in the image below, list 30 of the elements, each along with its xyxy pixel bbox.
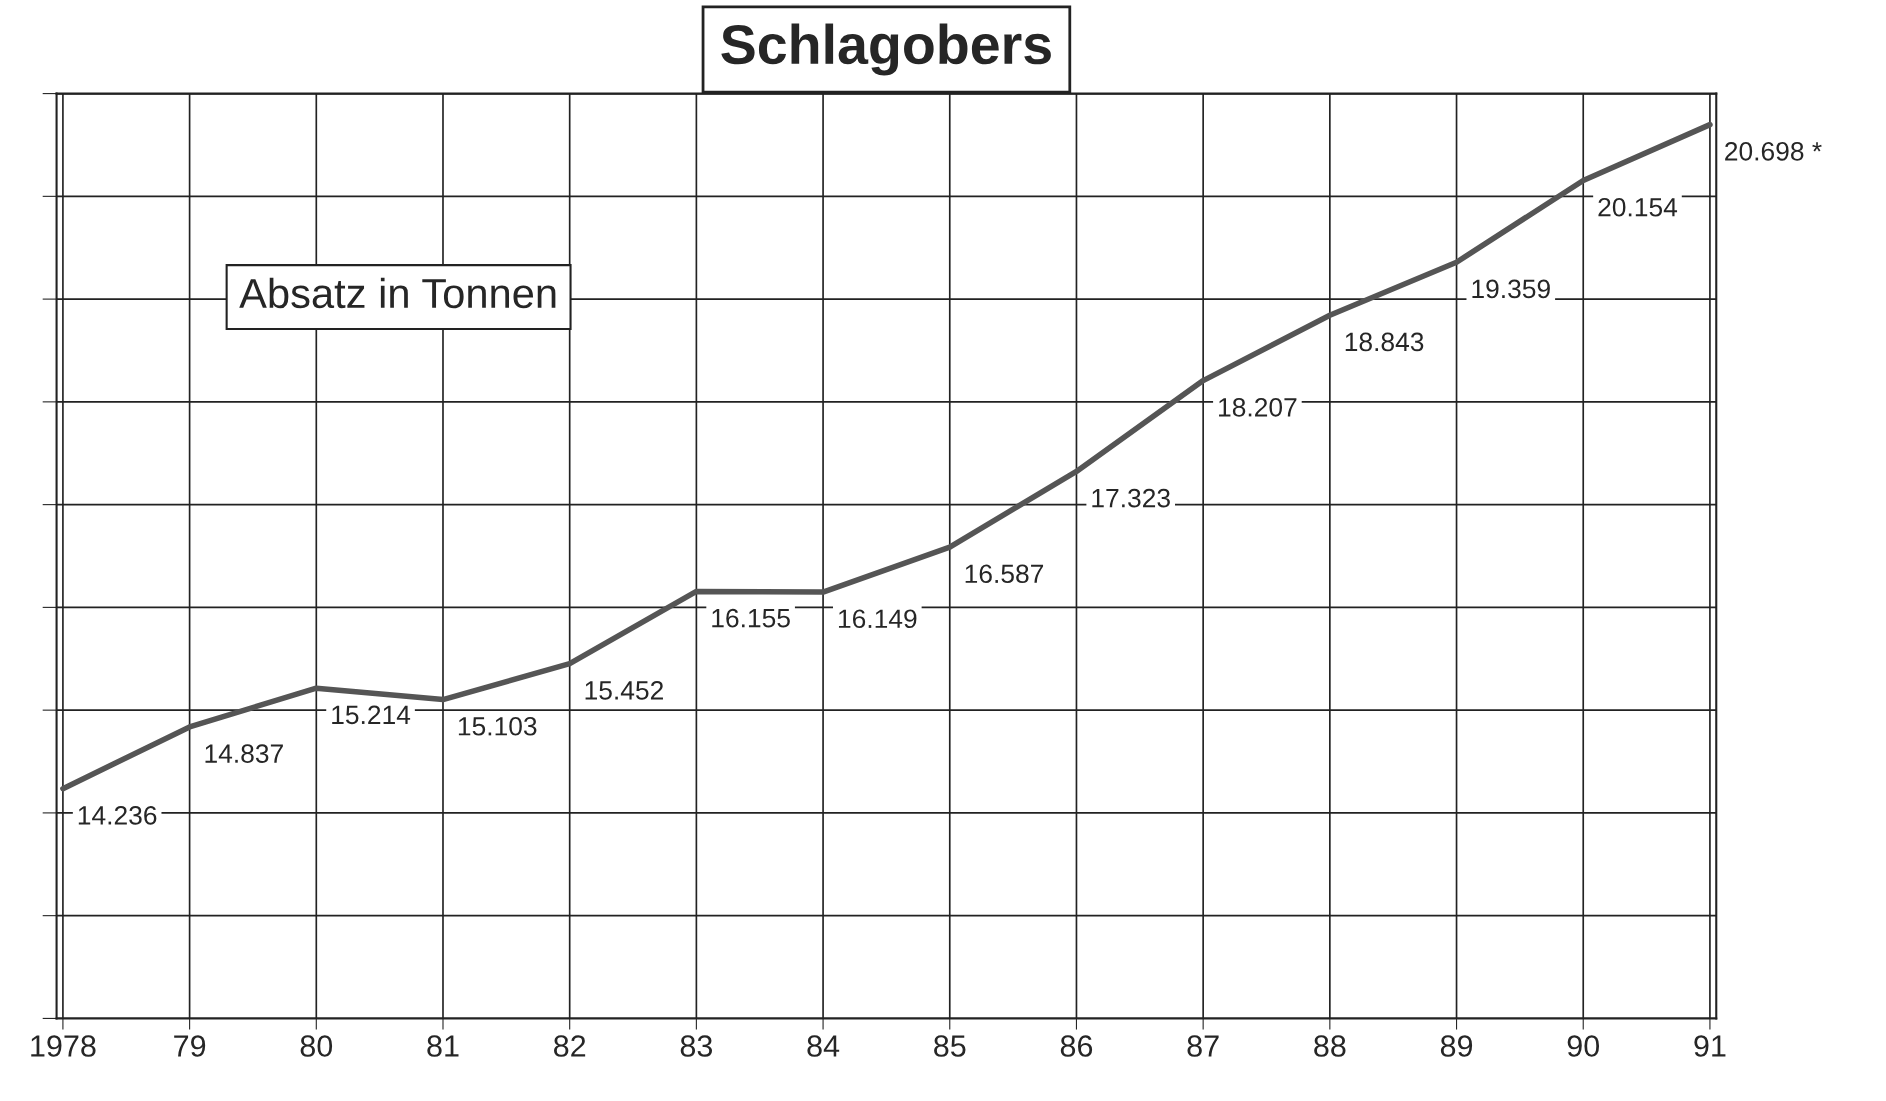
data-label: 16.149 bbox=[838, 609, 917, 629]
data-label: 15.214 bbox=[332, 705, 411, 725]
x-tick-label: 91 bbox=[1694, 1035, 1726, 1057]
data-label: 20.154 bbox=[1598, 197, 1678, 217]
x-tick-label: 86 bbox=[1060, 1035, 1093, 1057]
data-label: 20.698 * bbox=[1725, 141, 1822, 161]
x-tick-label: 79 bbox=[174, 1035, 206, 1057]
x-tick-label: 84 bbox=[807, 1035, 840, 1057]
x-tick-label: 85 bbox=[934, 1035, 966, 1057]
chart-title: Schlagobers bbox=[721, 23, 1051, 76]
data-label: 15.452 bbox=[585, 681, 663, 700]
data-label: 15.103 bbox=[458, 716, 537, 736]
x-tick-label: 80 bbox=[300, 1035, 333, 1057]
x-tick-label: 82 bbox=[554, 1035, 586, 1057]
data-label: 18.207 bbox=[1219, 397, 1297, 417]
x-tick-label: 83 bbox=[680, 1035, 713, 1057]
x-tick-label: 88 bbox=[1314, 1035, 1346, 1057]
data-label: 16.587 bbox=[965, 564, 1044, 584]
annotation: Absatz in Tonnen bbox=[239, 277, 556, 309]
x-tick-label: 81 bbox=[427, 1035, 459, 1057]
x-tick-label: 89 bbox=[1440, 1035, 1473, 1057]
x-tick-label: 90 bbox=[1567, 1035, 1600, 1057]
data-label: 19.359 bbox=[1472, 279, 1550, 299]
data-label: 14.236 bbox=[78, 806, 157, 825]
x-tick-label: 87 bbox=[1187, 1035, 1219, 1057]
data-label: 16.155 bbox=[712, 608, 790, 628]
data-label: 18.843 bbox=[1345, 332, 1424, 352]
data-label: 14.837 bbox=[205, 744, 283, 763]
data-label: 17.323 bbox=[1092, 488, 1170, 508]
x-tick-label: 1978 bbox=[31, 1035, 96, 1057]
